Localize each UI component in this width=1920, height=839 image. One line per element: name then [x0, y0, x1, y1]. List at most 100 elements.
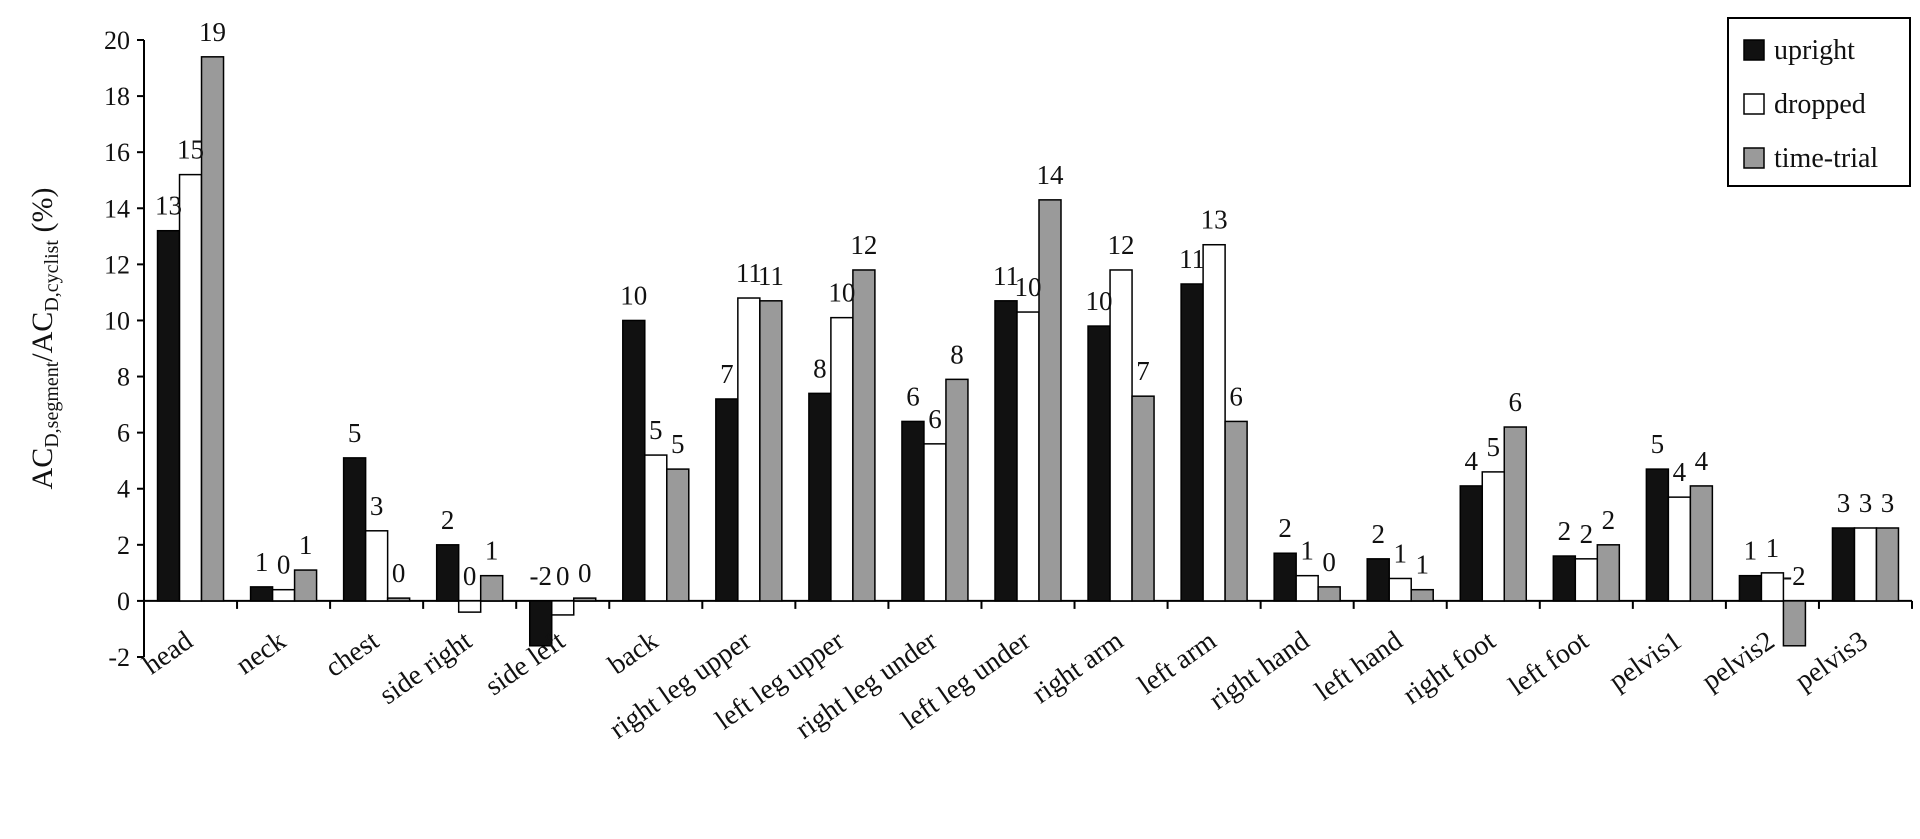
data-label: 6 — [1229, 381, 1243, 411]
data-label: 4 — [1673, 457, 1687, 487]
bar-upright-left-foot — [1552, 555, 1577, 602]
bar-time-trial-pelvis2 — [1782, 600, 1807, 647]
legend-label-upright: upright — [1774, 35, 1855, 66]
bar-dropped-left-hand — [1388, 577, 1412, 602]
data-label: 0 — [556, 561, 570, 591]
y-tick-label: 2 — [117, 531, 130, 560]
data-label: 1 — [1744, 536, 1758, 566]
legend-swatch-upright — [1743, 39, 1765, 61]
bar-time-trial-right-leg-under — [945, 378, 969, 602]
legend-label-dropped: dropped — [1774, 89, 1866, 120]
bar-time-trial-left-foot — [1596, 544, 1621, 602]
bar-time-trial-right-foot — [1503, 426, 1528, 602]
data-label: 10 — [1015, 272, 1042, 302]
bar-time-trial-right-hand — [1317, 586, 1341, 602]
data-label: 1 — [1766, 533, 1780, 563]
data-label: 6 — [1509, 387, 1523, 417]
category-label: side left — [480, 625, 571, 702]
bar-dropped-pelvis2 — [1760, 572, 1785, 602]
bar-dropped-left-foot — [1574, 558, 1599, 602]
bar-time-trial-right-leg-upper — [759, 300, 783, 602]
bar-dropped-right-hand — [1295, 574, 1319, 602]
bar-upright-left-hand — [1366, 558, 1390, 602]
bar-dropped-chest — [364, 530, 389, 602]
bar-time-trial-pelvis3 — [1875, 527, 1900, 602]
bar-upright-side-right — [435, 544, 460, 602]
y-tick-label: 20 — [104, 26, 130, 55]
bar-dropped-back — [644, 454, 668, 602]
legend: upright dropped time-trial — [1727, 17, 1911, 187]
y-tick-label: 12 — [104, 250, 130, 279]
data-label: 11 — [1179, 244, 1205, 274]
data-label: -2 — [529, 561, 552, 591]
y-title-part: AC — [26, 448, 59, 490]
bar-time-trial-left-leg-upper — [852, 269, 876, 602]
data-label: -2 — [1783, 561, 1806, 591]
data-label: 13 — [1201, 205, 1228, 235]
bar-upright-right-leg-under — [901, 420, 925, 602]
category-label: chest — [320, 625, 385, 684]
y-tick-label: 10 — [104, 306, 130, 335]
bar-time-trial-pelvis1 — [1689, 485, 1714, 602]
data-label: 3 — [1881, 488, 1895, 518]
legend-label-time-trial: time-trial — [1774, 143, 1878, 174]
data-label: 2 — [1278, 513, 1292, 543]
data-label: 2 — [1371, 519, 1385, 549]
category-label: left foot — [1503, 625, 1594, 702]
data-label: 11 — [758, 261, 784, 291]
bar-dropped-right-leg-upper — [737, 297, 761, 602]
data-label: 8 — [813, 353, 827, 383]
y-tick-label: 16 — [104, 138, 130, 167]
bar-time-trial-side-left — [572, 597, 597, 602]
category-label: right hand — [1204, 625, 1315, 716]
y-tick-label: 6 — [117, 419, 130, 448]
bar-upright-pelvis2 — [1738, 574, 1763, 602]
y-tick-label: 4 — [117, 475, 130, 504]
bar-dropped-head — [178, 173, 203, 602]
data-label: 2 — [1602, 505, 1616, 535]
bar-time-trial-back — [666, 468, 690, 602]
data-label: 1 — [1300, 536, 1314, 566]
bar-time-trial-right-arm — [1131, 395, 1155, 602]
category-label: right foot — [1397, 625, 1501, 711]
y-title-part: (%) — [26, 188, 59, 240]
data-label: 3 — [1837, 488, 1851, 518]
y-tick-label: 14 — [104, 194, 130, 223]
bar-upright-pelvis1 — [1645, 468, 1670, 602]
data-label: 1 — [255, 547, 269, 577]
data-label: 6 — [928, 404, 942, 434]
bar-upright-back — [622, 319, 646, 602]
bar-time-trial-left-arm — [1224, 420, 1248, 602]
data-label: 13 — [155, 191, 182, 221]
data-label: 1 — [299, 530, 313, 560]
data-label: 5 — [1487, 432, 1501, 462]
bar-dropped-right-foot — [1481, 471, 1506, 602]
bar-upright-right-leg-upper — [715, 398, 739, 602]
bar-upright-left-arm — [1180, 283, 1204, 602]
bar-upright-head — [156, 229, 181, 602]
data-label: 7 — [1136, 356, 1150, 386]
legend-swatch-time-trial — [1743, 147, 1765, 169]
bar-time-trial-neck — [293, 569, 318, 602]
bar-dropped-side-right — [457, 600, 482, 613]
bar-dropped-side-left — [550, 600, 575, 616]
bar-upright-pelvis3 — [1831, 527, 1856, 602]
bar-dropped-pelvis3 — [1853, 527, 1878, 602]
y-tick-label: 8 — [117, 363, 130, 392]
bar-dropped-pelvis1 — [1667, 496, 1692, 602]
data-label: 14 — [1037, 160, 1065, 190]
data-label: 1 — [485, 536, 499, 566]
bar-upright-left-leg-under — [994, 300, 1018, 602]
y-tick-label: 0 — [117, 587, 130, 616]
data-label: 1 — [1415, 550, 1429, 580]
data-label: 19 — [199, 17, 226, 47]
data-label: 15 — [177, 135, 204, 165]
data-label: 6 — [906, 381, 920, 411]
bar-upright-right-arm — [1087, 325, 1111, 602]
bar-upright-side-left — [528, 600, 553, 647]
y-title-subscript: D,segment — [41, 361, 63, 448]
bar-time-trial-side-right — [479, 574, 504, 602]
